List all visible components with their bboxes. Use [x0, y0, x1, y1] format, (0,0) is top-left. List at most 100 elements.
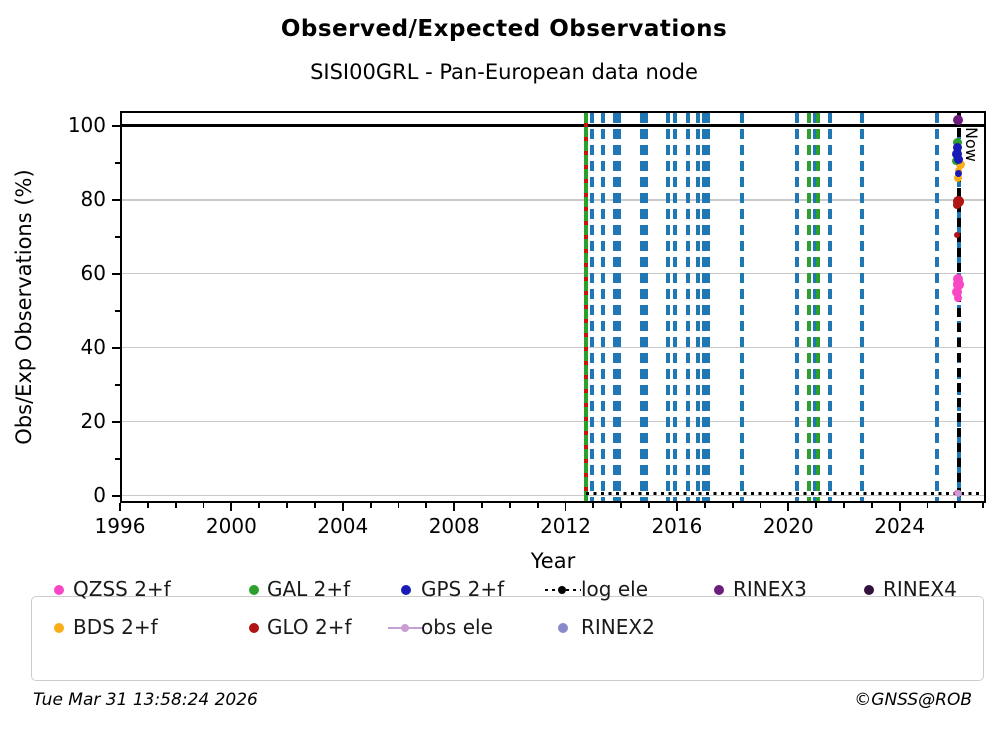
x-major-tick [898, 503, 901, 511]
x-tick-label: 2020 [762, 514, 814, 538]
scatter-point-glo-2+f [953, 201, 962, 210]
x-major-tick [676, 503, 678, 511]
event-line-blue [828, 113, 833, 501]
reference-line-100 [120, 124, 986, 128]
y-tick-label: 60 [80, 260, 106, 285]
x-major-tick [119, 503, 121, 511]
legend-marker-rinex4 [864, 585, 874, 595]
event-line-blue [644, 113, 648, 501]
legend-marker-qzss-2+f [54, 585, 64, 595]
x-tick-label: 2016 [651, 514, 703, 538]
event-line-blue [640, 113, 645, 501]
legend-marker-rinex2 [558, 623, 568, 633]
event-line-blue [613, 113, 618, 501]
event-line-blue [666, 113, 671, 501]
gridline [120, 272, 986, 275]
legend-marker-rinex3 [714, 585, 724, 595]
x-minor-tick [369, 503, 372, 508]
scatter-point-bds-2+f [953, 173, 962, 182]
scatter-point-obs-ele [954, 489, 962, 497]
chart-title: Observed/Expected Observations [280, 16, 728, 42]
scatter-point-qzss-2+f [953, 279, 965, 291]
x-minor-tick [843, 503, 845, 508]
y-major-tick [112, 346, 120, 349]
event-line-blue [617, 113, 622, 501]
scatter-point-gps-2+f [953, 154, 963, 164]
plot-frame [120, 111, 986, 503]
event-line-blue [686, 113, 691, 501]
scatter-point-glo-2+f [954, 231, 961, 238]
y-tick-label: 0 [93, 482, 106, 507]
x-minor-tick [592, 503, 595, 508]
x-minor-tick [425, 503, 428, 508]
x-minor-tick [926, 503, 929, 508]
scatter-point-gps-2+f [952, 148, 963, 159]
x-major-tick [453, 503, 456, 511]
x-tick-label: 2008 [428, 514, 480, 538]
event-line-green [806, 113, 811, 501]
event-line-blue [702, 113, 707, 501]
x-minor-tick [982, 503, 985, 508]
gridline [120, 346, 986, 349]
x-minor-tick [508, 503, 511, 508]
now-label: Now [961, 127, 981, 162]
gridline [120, 199, 986, 201]
legend-label-gps-2+f: GPS 2+f [421, 577, 505, 601]
x-major-tick [341, 503, 344, 511]
legend: QZSS 2+f GAL 2+f GPS 2+f log ele RINEX3 RINEX… [31, 577, 984, 681]
x-minor-tick [703, 503, 706, 508]
x-minor-tick [481, 503, 483, 508]
y-minor-tick [115, 457, 120, 460]
y-major-tick [112, 494, 120, 497]
event-line-blue [860, 113, 865, 501]
legend-label-gal-2+f: GAL 2+f [267, 577, 351, 601]
legend-label-glo-2+f: GLO 2+f [267, 615, 352, 639]
y-minor-tick [115, 235, 120, 238]
y-tick-label: 100 [67, 112, 106, 137]
now-line [957, 113, 961, 501]
x-minor-tick [202, 503, 205, 508]
scatter-point-gps-2+f [955, 170, 963, 178]
credit: ©GNSS@ROB [854, 690, 972, 710]
x-minor-tick [870, 503, 873, 508]
event-line-blue [696, 113, 701, 501]
y-major-tick [112, 124, 120, 127]
scatter-point-gps-2+f [953, 143, 963, 153]
event-line-green-red [583, 113, 588, 501]
y-tick-label: 40 [80, 334, 106, 359]
x-major-tick [787, 503, 790, 511]
legend-marker-gal-2+f [249, 585, 259, 595]
y-major-tick [112, 272, 120, 275]
scatter-point-qzss-2+f [954, 293, 963, 302]
event-line-blue [739, 113, 744, 501]
x-minor-tick [536, 503, 539, 508]
x-minor-tick [286, 503, 288, 508]
event-line-blue [706, 113, 711, 501]
x-minor-tick [731, 503, 734, 508]
x-minor-tick [648, 503, 650, 508]
legend-marker-obs-ele [401, 624, 409, 632]
legend-marker-log-ele [558, 586, 566, 594]
legend-label-qzss-2+f: QZSS 2+f [73, 577, 171, 601]
y-major-tick [112, 420, 120, 423]
scatter-point-qzss-2+f [952, 274, 963, 285]
event-line-blue [672, 113, 677, 501]
x-tick-label: 1996 [94, 514, 146, 538]
y-tick-label: 80 [80, 186, 106, 211]
event-line-blue [935, 113, 940, 501]
x-tick-label: 2004 [317, 514, 369, 538]
y-major-tick [112, 198, 120, 201]
event-line-blue [794, 113, 799, 501]
x-tick-label: 2012 [540, 514, 591, 538]
legend-marker-bds-2+f [54, 623, 64, 633]
x-minor-tick [815, 503, 818, 508]
x-major-tick [564, 503, 567, 511]
x-tick-label: 2000 [205, 514, 257, 538]
legend-label-rinex3: RINEX3 [733, 577, 807, 601]
scatter-point-qzss-2+f [952, 287, 963, 298]
legend-label-obs-ele: obs ele [421, 615, 493, 639]
legend-marker-gps-2+f [401, 585, 411, 595]
legend-label-rinex4: RINEX4 [883, 577, 957, 601]
y-tick-label: 20 [80, 408, 106, 433]
log-ele-line [585, 492, 983, 495]
